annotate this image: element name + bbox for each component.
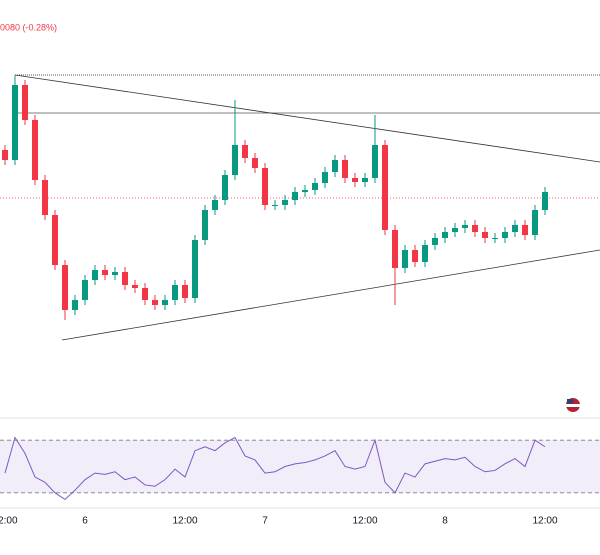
- candle-body: [262, 168, 268, 205]
- candle-body: [172, 285, 178, 300]
- candle-body: [162, 300, 168, 305]
- candle-body: [12, 85, 18, 160]
- candle-body: [282, 200, 288, 205]
- x-tick-label: 12:00: [172, 516, 197, 527]
- candle-body: [542, 192, 548, 210]
- rsi-line: [4, 436, 546, 501]
- candle-body: [222, 175, 228, 200]
- candle-body: [512, 225, 518, 232]
- flag-icon: [566, 398, 580, 412]
- candle-body: [22, 85, 28, 120]
- candle-body: [462, 225, 468, 228]
- candle-body: [102, 270, 108, 275]
- candle-body: [122, 272, 128, 285]
- x-tick-label: 6: [82, 516, 88, 527]
- candle-body: [362, 178, 368, 182]
- candle-body: [332, 160, 338, 172]
- trend-line: [14, 74, 600, 163]
- candle-body: [402, 250, 408, 268]
- candle-body: [132, 285, 138, 288]
- candle-body: [42, 180, 48, 215]
- candle-body: [72, 300, 78, 310]
- x-tick-label: 7: [262, 516, 268, 527]
- candle-body: [192, 240, 198, 298]
- candle-body: [372, 145, 378, 178]
- candle-body: [502, 232, 508, 238]
- candle-body: [522, 225, 528, 235]
- candle-body: [492, 238, 498, 239]
- candle-body: [412, 250, 418, 262]
- candle-body: [202, 210, 208, 240]
- candle-body: [432, 238, 438, 245]
- candle-body: [52, 215, 58, 265]
- candle-body: [142, 288, 148, 300]
- candle-body: [342, 160, 348, 178]
- candle-body: [442, 232, 448, 238]
- candle-body: [292, 192, 298, 200]
- candle-body: [532, 210, 538, 235]
- candle-body: [302, 190, 308, 192]
- rsi-band: [0, 440, 600, 493]
- candle-body: [92, 270, 98, 280]
- candle-body: [152, 300, 158, 305]
- candle-body: [322, 172, 328, 183]
- candle-body: [252, 158, 258, 168]
- candle-body: [422, 245, 428, 262]
- price-change: 0080 (-0.28%): [0, 22, 57, 32]
- x-tick-label: 8: [442, 516, 448, 527]
- x-tick-label: 12:00: [352, 516, 377, 527]
- candle-body: [482, 232, 488, 238]
- candle-body: [82, 280, 88, 300]
- candle-body: [452, 228, 458, 232]
- candle-body: [62, 265, 68, 310]
- candle-body: [32, 120, 38, 180]
- candle-body: [472, 225, 478, 232]
- candle-body: [392, 230, 398, 268]
- trend-line: [61, 249, 600, 341]
- candle-body: [312, 183, 318, 190]
- candle-body: [182, 285, 188, 298]
- candle-body: [112, 272, 118, 275]
- candle-body: [242, 145, 248, 158]
- candle-body: [2, 150, 8, 160]
- candle-body: [352, 178, 358, 182]
- candle-body: [272, 205, 278, 206]
- candle-body: [382, 145, 388, 230]
- candle-body: [212, 200, 218, 210]
- x-tick-label: 12:00: [0, 516, 18, 527]
- candle-body: [232, 145, 238, 175]
- x-tick-label: 12:00: [532, 516, 557, 527]
